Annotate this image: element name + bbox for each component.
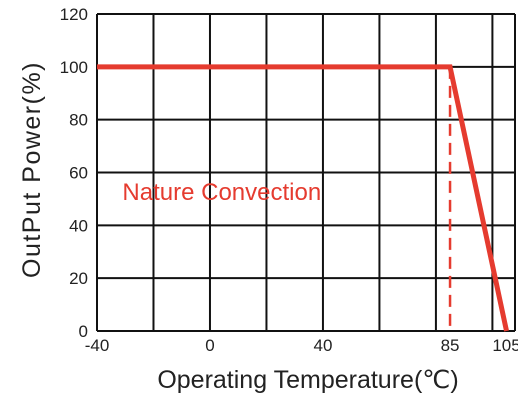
x-axis-title: Operating Temperature(℃) xyxy=(157,366,458,394)
x-tick-label: 105 xyxy=(492,336,518,355)
y-tick-label: 20 xyxy=(69,269,88,288)
x-tick-label: -40 xyxy=(85,336,110,355)
nature-convection-annotation: Nature Convection xyxy=(122,179,321,206)
x-tick-label: 40 xyxy=(313,336,332,355)
y-tick-label: 40 xyxy=(69,216,88,235)
series-layer xyxy=(96,64,509,332)
annotation-layer: Nature Convection xyxy=(122,179,321,206)
y-tick-label: 60 xyxy=(69,164,88,183)
grid-layer xyxy=(96,13,516,332)
x-tick-label: 0 xyxy=(205,336,214,355)
y-tick-label: 120 xyxy=(60,5,88,24)
y-axis-title: OutPut Power(%) xyxy=(18,61,46,278)
y-tick-label: 80 xyxy=(69,111,88,130)
y-tick-label: 0 xyxy=(79,322,88,341)
y-tick-label: 100 xyxy=(60,58,88,77)
x-tick-label: 85 xyxy=(441,336,460,355)
